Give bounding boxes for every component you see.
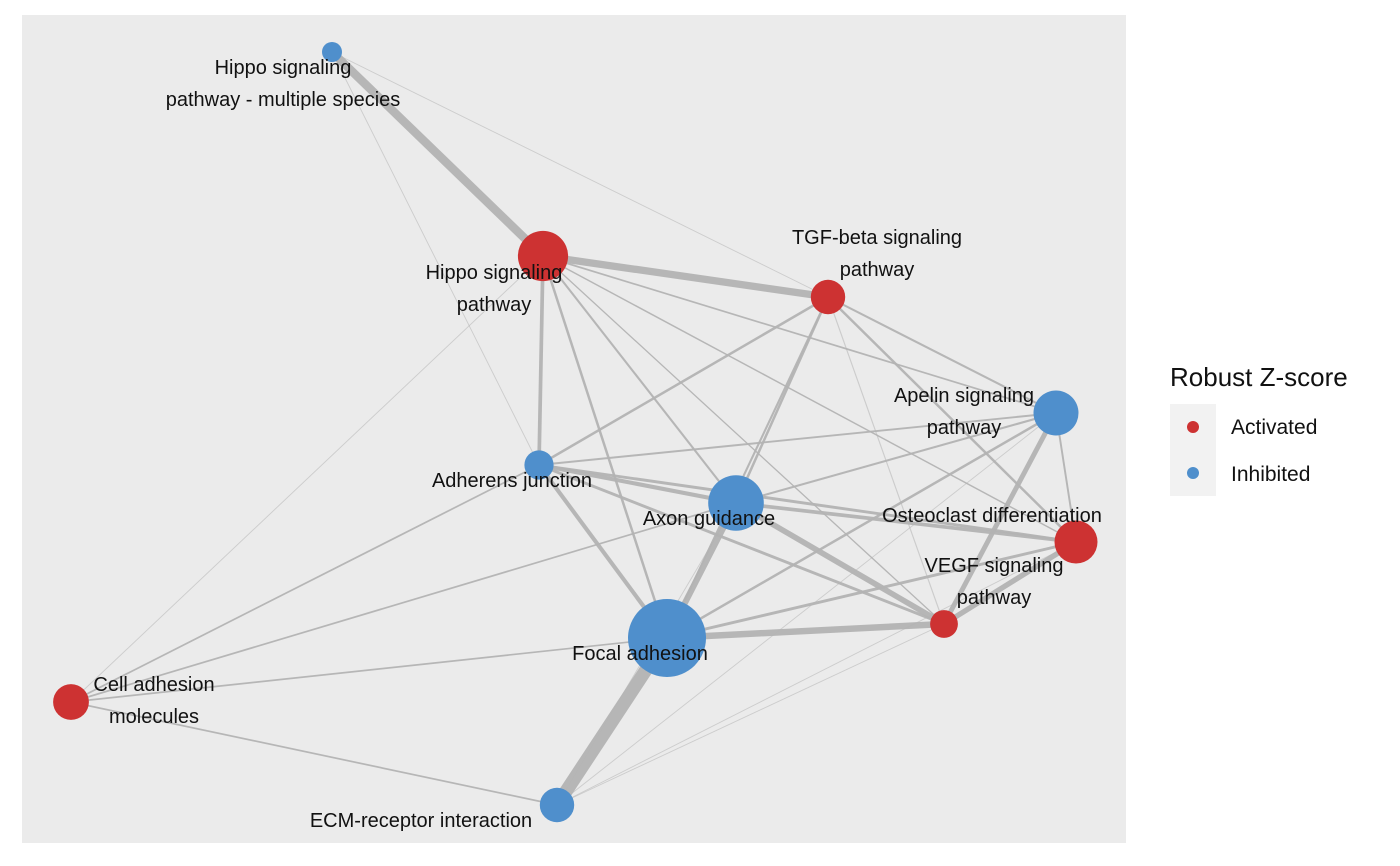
node-label-apelin-line1: Apelin signaling (894, 385, 1034, 407)
node-osteoclast (1054, 520, 1098, 564)
node-label-adherens-line1: Adherens junction (432, 470, 592, 492)
edge-axon-cam (70, 502, 737, 703)
node-ecm (539, 787, 575, 823)
node-label-vegf-line2: pathway (957, 587, 1032, 609)
edge-layer (70, 48, 1078, 809)
edge-hippo-axon (542, 255, 737, 504)
edge-hippo-osteoclast (542, 255, 1077, 543)
label-layer: Hippo signaling pathway - multiple specie… (93, 57, 1101, 832)
legend-activated-label: Activated (1231, 416, 1317, 439)
node-layer (53, 42, 1098, 823)
edge-hippo-adherens (537, 255, 545, 466)
edge-cam-ecm (70, 701, 558, 806)
node-apelin (1033, 390, 1079, 436)
legend-inhibited-label: Inhibited (1231, 463, 1310, 486)
node-label-cam-line1: Cell adhesion (93, 674, 214, 696)
plot-panel (22, 15, 1126, 843)
edge-focal-cam (70, 637, 668, 703)
edge-axon-vegf (734, 500, 946, 627)
node-vegf (930, 610, 958, 638)
node-label-hippo-line1: Hippo signaling (426, 262, 563, 284)
edge-vegf-ecm (556, 623, 945, 806)
edge-apelin-vegf (941, 411, 1059, 626)
node-focal (628, 599, 706, 677)
edge-apelin-focal (666, 411, 1057, 640)
edge-focal-vegf (666, 620, 945, 642)
edge-hippo_multi-tgfb (331, 51, 829, 298)
edge-focal-osteoclast (666, 540, 1077, 640)
edge-osteoclast-ecm (556, 541, 1077, 806)
edge-apelin-axon (735, 411, 1057, 505)
node-hippo (517, 230, 569, 282)
edge-osteoclast-vegf (942, 539, 1078, 627)
legend-title: Robust Z-score (1170, 362, 1348, 392)
node-cam (53, 684, 89, 720)
node-label-hippo-line2: pathway (457, 294, 532, 316)
node-label-apelin-line2: pathway (927, 417, 1002, 439)
legend: Robust Z-score Activated Inhibited (1170, 362, 1348, 496)
edge-adherens-axon (538, 462, 737, 506)
node-label-osteoclast-line1: Osteoclast differentiation (882, 505, 1102, 527)
edge-hippo-cam (70, 255, 544, 703)
legend-activated-dot (1187, 421, 1199, 433)
edge-axon-osteoclast (735, 501, 1077, 544)
node-label-tgfb-line1: TGF-beta signaling (792, 227, 962, 249)
edge-adherens-osteoclast (538, 463, 1077, 544)
edge-tgfb-osteoclast (827, 296, 1077, 543)
edge-hippo-focal (541, 255, 669, 639)
node-tgfb (810, 279, 846, 315)
edge-hippo-apelin (542, 255, 1057, 414)
node-label-tgfb-line2: pathway (840, 259, 915, 281)
node-label-vegf-line1: VEGF signaling (925, 555, 1064, 577)
legend-inhibited-dot (1187, 467, 1199, 479)
node-label-focal-line1: Focal adhesion (572, 643, 708, 665)
edge-hippo-tgfb (542, 252, 829, 301)
edge-adherens-vegf (538, 463, 945, 626)
node-hippo_multi (322, 42, 342, 62)
edge-hippo_multi-adherens (331, 51, 540, 466)
node-label-axon-line1: Axon guidance (643, 508, 775, 530)
edge-hippo-vegf (542, 255, 945, 625)
edge-apelin-ecm (556, 412, 1057, 806)
edge-adherens-cam (70, 464, 540, 703)
edge-apelin-adherens (538, 412, 1057, 466)
edge-hippo_multi-hippo (329, 48, 546, 260)
node-adherens (524, 450, 554, 480)
edge-tgfb-adherens (538, 295, 829, 467)
node-label-cam-line2: molecules (109, 706, 199, 728)
edge-tgfb-apelin (827, 296, 1057, 414)
legend-key-background (1170, 404, 1216, 496)
node-label-hippo_multi-line2: pathway - multiple species (166, 89, 401, 111)
node-label-hippo_multi-line1: Hippo signaling (215, 57, 352, 79)
node-label-ecm-line1: ECM-receptor interaction (310, 810, 532, 832)
node-axon (708, 475, 764, 531)
